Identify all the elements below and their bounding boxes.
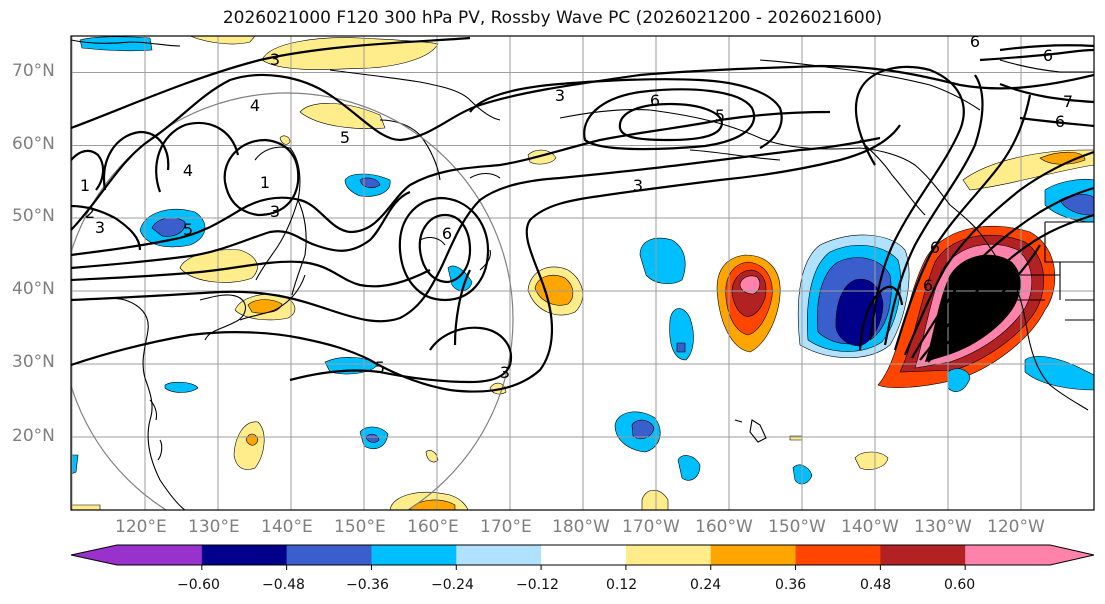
lon-label: 130°E [188,517,240,537]
contour-label: 5 [375,358,385,377]
contour-label: 5 [340,128,350,147]
contour-label: 6 [923,276,933,295]
lon-label: 170°E [480,517,532,537]
contour-label: 6 [650,91,660,110]
colorbar-extend-min [71,545,117,565]
colorbar-segment [541,545,627,565]
colorbar-segment [710,545,797,565]
colorbar-tick-label: −0.24 [431,577,474,593]
colorbar-segment [201,545,288,565]
map-frame [70,35,1095,511]
lat-label: 70°N [12,61,55,81]
contour-label: 3 [270,50,280,69]
lon-label: 150°W [768,517,826,537]
contour-label: 3 [500,363,510,382]
colorbar-tick-label: −0.60 [177,577,220,593]
selection-radius-circle [71,92,514,510]
lon-label: 130°W [914,517,972,537]
contour-label: 6 [1043,46,1053,65]
colorbar-segment [880,545,966,565]
colorbar-tick-label: 0.12 [606,577,638,593]
contour-label: 6 [442,224,452,243]
lon-label: 120°W [987,517,1045,537]
contour-label: 5 [183,220,193,239]
lon-label: 160°E [407,517,459,537]
lat-label: 40°N [12,279,55,299]
colorbar-segment [286,545,372,565]
contour-label: 6 [970,32,980,51]
colorbar-tick-label: 0.48 [860,577,892,593]
lat-label: 30°N [12,352,55,372]
colorbar-tick-label: 0.60 [944,577,976,593]
map-title: 2026021000 F120 300 hPa PV, Rossby Wave … [222,8,883,28]
lon-label: 120°E [115,517,167,537]
contour-label: 7 [1063,92,1073,111]
colorbar-segment [795,545,881,565]
colorbar-tick-label: −0.36 [346,577,389,593]
colorbar-tick-label: −0.48 [262,577,305,593]
lon-label: 140°E [261,517,313,537]
contour-label: 4 [183,161,193,180]
lon-label: 140°W [841,517,899,537]
lon-label: 170°W [622,517,680,537]
lon-label: 150°E [334,517,386,537]
lon-label: 160°W [695,517,753,537]
contour-label: 2 [85,203,95,222]
contour-label: 6 [1055,112,1065,131]
colorbar-outline [70,544,1095,566]
lon-label: 180°W [552,517,610,537]
colorbar-tick-label: −0.12 [516,577,559,593]
colorbar-tick-label: 0.24 [690,577,722,593]
colorbar [70,544,1095,570]
pv-anomaly-fills [71,36,1094,510]
pv-contours [71,36,1094,393]
contour-label: 4 [250,96,260,115]
colorbar-segment [117,545,203,565]
contour-label: 3 [95,218,105,237]
contour-label: 1 [260,173,270,192]
lat-label: 20°N [12,426,55,446]
colorbar-segment [965,545,1051,565]
contour-label: 3 [270,202,280,221]
contour-label: 6 [930,238,940,257]
colorbar-segment [371,545,457,565]
contour-label: 1 [80,176,90,195]
colorbar-segment [625,545,712,565]
coastlines [71,39,1094,510]
contour-label: 5 [715,106,725,125]
colorbar-extend-max [1050,545,1094,565]
contour-label: 3 [633,176,643,195]
lat-label: 50°N [12,206,55,226]
lat-label: 60°N [12,134,55,154]
colorbar-segment [456,545,542,565]
contour-label: 3 [555,86,565,105]
colorbar-tick-label: 0.36 [775,577,807,593]
